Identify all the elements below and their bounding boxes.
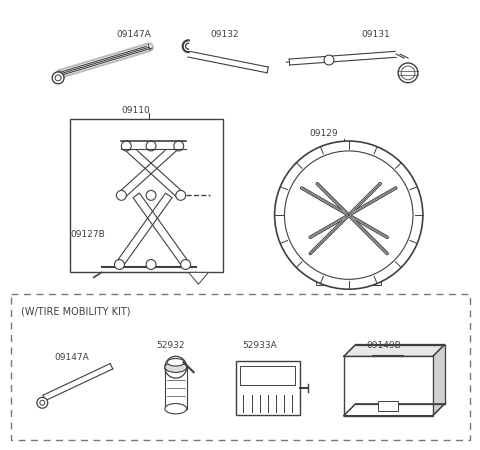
Circle shape (121, 141, 131, 151)
Bar (328, 202, 338, 228)
Circle shape (114, 260, 124, 270)
Polygon shape (433, 345, 444, 416)
Bar (341, 275, 357, 285)
Bar (70, 119, 223, 272)
Text: 09129: 09129 (309, 129, 338, 138)
Circle shape (146, 260, 156, 270)
Circle shape (55, 75, 61, 81)
Circle shape (146, 190, 156, 200)
Ellipse shape (165, 404, 187, 414)
Ellipse shape (165, 362, 187, 373)
Circle shape (285, 151, 413, 279)
Circle shape (146, 141, 156, 151)
Text: 09149B: 09149B (367, 341, 401, 350)
Circle shape (401, 66, 415, 80)
Bar (316, 275, 332, 285)
Bar (11, 294, 470, 440)
Polygon shape (124, 143, 183, 198)
Bar (344, 356, 433, 416)
Polygon shape (126, 141, 180, 149)
Polygon shape (165, 367, 187, 409)
Text: 09131: 09131 (361, 31, 390, 40)
Bar (366, 275, 381, 285)
Text: (W/TIRE MOBILITY KIT): (W/TIRE MOBILITY KIT) (21, 307, 130, 317)
Circle shape (176, 190, 186, 200)
Polygon shape (289, 51, 398, 66)
Circle shape (165, 356, 187, 378)
Polygon shape (119, 143, 179, 198)
Text: 09147A: 09147A (117, 31, 151, 40)
Text: 09110: 09110 (121, 107, 150, 116)
Text: 09127B: 09127B (70, 230, 105, 239)
Bar (328, 194, 370, 236)
Polygon shape (133, 193, 189, 267)
Circle shape (117, 190, 126, 200)
Bar (240, 366, 295, 385)
Polygon shape (102, 267, 195, 272)
Polygon shape (116, 193, 172, 267)
Polygon shape (236, 361, 300, 415)
Bar (338, 207, 360, 223)
Circle shape (324, 55, 334, 65)
Circle shape (180, 260, 191, 270)
Polygon shape (344, 356, 433, 416)
Text: 52933A: 52933A (242, 341, 277, 350)
Ellipse shape (167, 359, 184, 366)
Polygon shape (188, 51, 268, 73)
Circle shape (275, 141, 423, 289)
Polygon shape (344, 345, 444, 356)
Bar (236, 361, 300, 415)
Text: 09132: 09132 (210, 31, 239, 40)
Polygon shape (189, 272, 208, 284)
Bar (378, 401, 398, 411)
Polygon shape (43, 363, 113, 401)
Circle shape (398, 63, 418, 83)
Text: 09147A: 09147A (54, 353, 89, 362)
Circle shape (52, 72, 64, 84)
Polygon shape (183, 40, 189, 52)
Circle shape (40, 400, 45, 405)
Bar (360, 202, 370, 228)
Text: 52932: 52932 (156, 341, 184, 350)
Circle shape (174, 141, 184, 151)
Circle shape (37, 397, 48, 408)
